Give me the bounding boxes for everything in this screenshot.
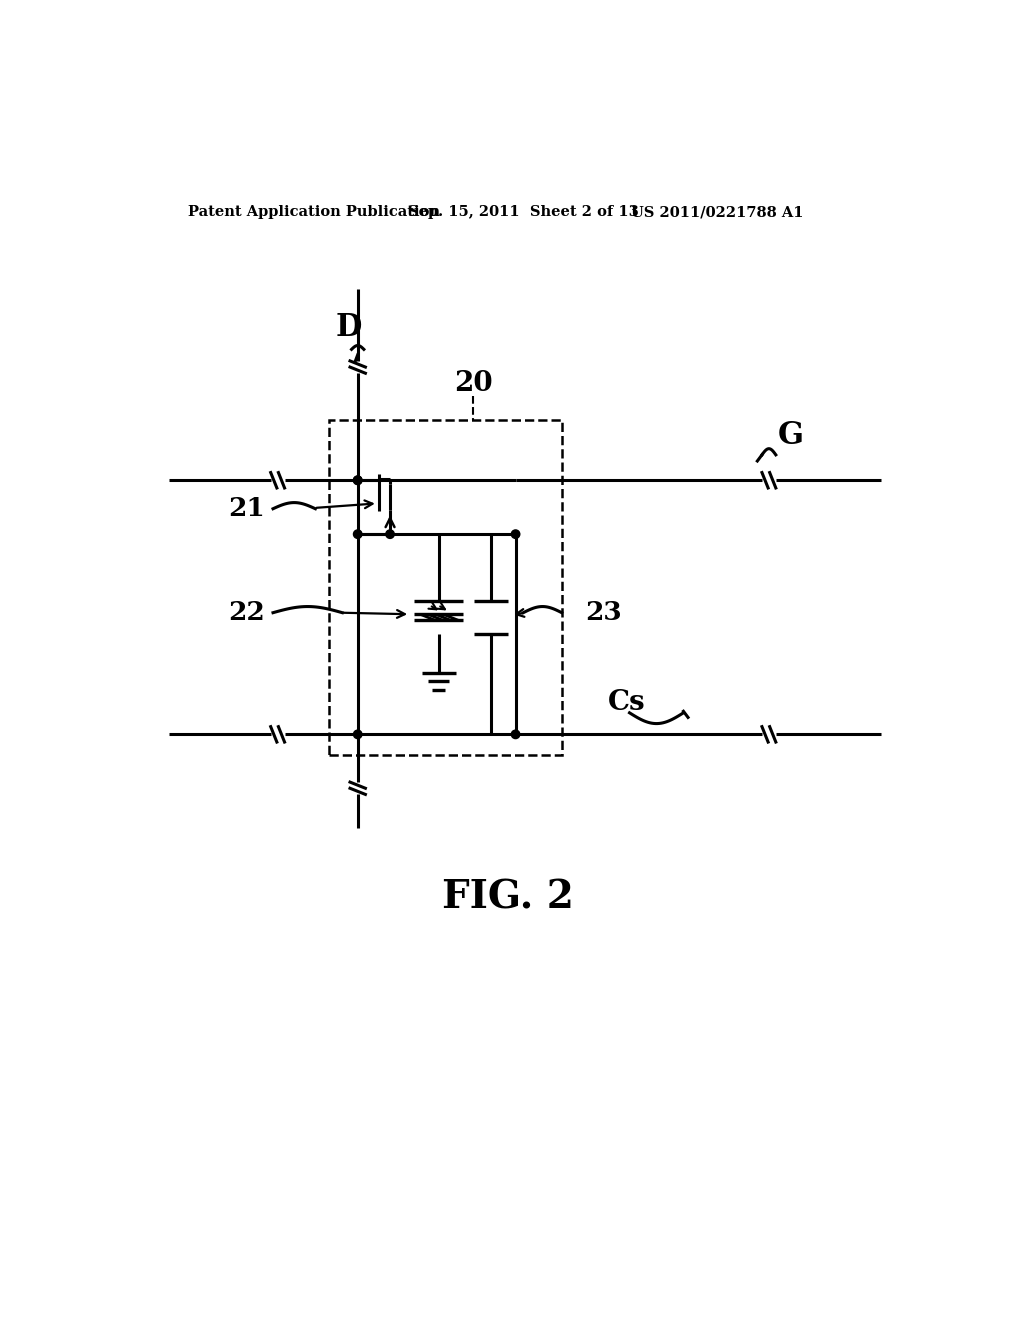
Text: Patent Application Publication: Patent Application Publication xyxy=(188,206,440,219)
Circle shape xyxy=(353,529,361,539)
Text: G: G xyxy=(777,420,804,451)
Text: 22: 22 xyxy=(228,601,265,626)
Bar xyxy=(330,420,562,755)
Circle shape xyxy=(353,730,361,739)
Circle shape xyxy=(511,529,520,539)
Circle shape xyxy=(353,477,361,484)
Circle shape xyxy=(511,730,520,739)
Text: 23: 23 xyxy=(585,601,622,626)
Circle shape xyxy=(353,477,361,484)
Text: Sep. 15, 2011  Sheet 2 of 13: Sep. 15, 2011 Sheet 2 of 13 xyxy=(408,206,639,219)
Text: Cs: Cs xyxy=(608,689,645,715)
Text: 21: 21 xyxy=(228,496,265,521)
Text: US 2011/0221788 A1: US 2011/0221788 A1 xyxy=(631,206,804,219)
Text: 20: 20 xyxy=(454,370,493,397)
Text: D: D xyxy=(335,313,361,343)
Circle shape xyxy=(386,529,394,539)
Text: FIG. 2: FIG. 2 xyxy=(442,879,573,916)
